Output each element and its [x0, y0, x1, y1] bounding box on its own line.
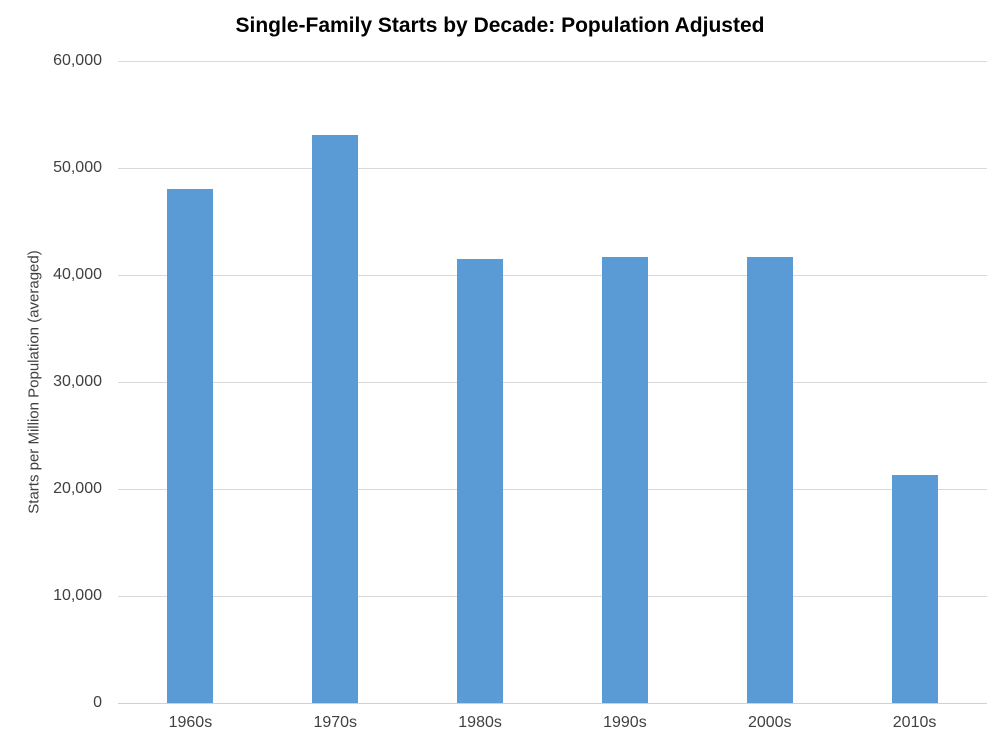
x-axis-tick-labels: 1960s 1970s 1980s 1990s 2000s 2010s: [118, 714, 987, 744]
bar-1980s: [457, 258, 504, 703]
y-tick-label: 0: [93, 694, 102, 711]
y-tick-label: 60,000: [53, 52, 102, 69]
gridline: [118, 489, 987, 490]
y-axis-tick-labels: 0 10,000 20,000 30,000 40,000 50,000 60,000: [0, 52, 102, 711]
x-tick-label: 1960s: [168, 714, 213, 731]
chart-title: Single-Family Starts by Decade: Populati…: [235, 14, 765, 37]
gridline: [118, 61, 987, 62]
bar-2010s: [891, 475, 938, 703]
bar-1970s: [312, 134, 359, 703]
y-tick-label: 20,000: [53, 480, 102, 497]
y-tick-label: 10,000: [53, 587, 102, 604]
y-tick-label: 50,000: [53, 159, 102, 176]
bar-1960s: [167, 189, 214, 703]
x-axis-line: [118, 703, 987, 704]
y-tick-label: 40,000: [53, 266, 102, 283]
x-tick-label: 1980s: [458, 714, 502, 731]
x-tick-label: 1970s: [313, 714, 358, 731]
gridline: [118, 596, 987, 597]
x-tick-label: 2010s: [892, 714, 937, 731]
gridline: [118, 168, 987, 169]
y-tick-label: 30,000: [53, 373, 102, 390]
x-tick-label: 2000s: [747, 714, 792, 731]
plot-area: [118, 61, 987, 704]
bar-2000s: [746, 256, 793, 703]
x-tick-label: 1990s: [603, 714, 647, 731]
gridline: [118, 382, 987, 383]
gridline: [118, 275, 987, 276]
bar-1990s: [601, 256, 648, 703]
